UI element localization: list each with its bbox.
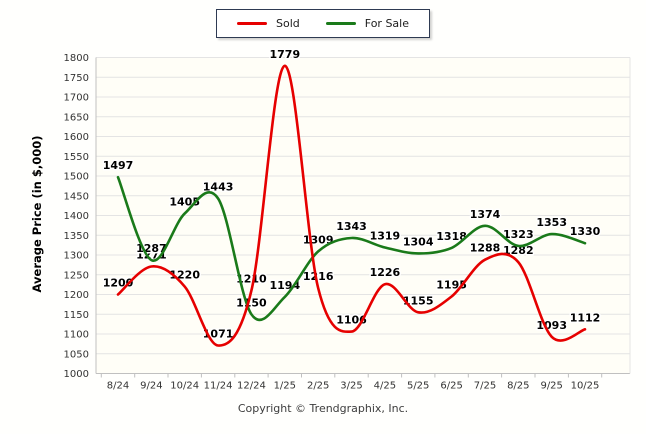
- data-label-sold: 1216: [303, 270, 334, 283]
- data-label-for-sale: 1497: [103, 159, 134, 172]
- x-tick-label: 5/25: [407, 381, 429, 392]
- x-tick-label: 2/25: [307, 381, 329, 392]
- x-tick-label: 3/25: [340, 381, 362, 392]
- data-label-for-sale: 1304: [403, 235, 434, 248]
- data-label-for-sale: 1353: [536, 216, 567, 229]
- x-tick-label: 9/24: [140, 381, 162, 392]
- copyright-text: Copyright © Trendgraphix, Inc.: [237, 402, 409, 415]
- y-tick-label: 1600: [64, 132, 89, 143]
- data-label-for-sale: 1150: [236, 296, 267, 309]
- data-label-sold: 1093: [536, 319, 567, 332]
- y-tick-label: 1700: [64, 93, 89, 104]
- sold-line: [116, 64, 587, 347]
- data-label-sold: 1288: [470, 242, 501, 255]
- x-tick-label: 11/24: [204, 381, 233, 392]
- data-label-sold: 1210: [236, 273, 267, 286]
- y-tick-label: 1450: [64, 191, 89, 202]
- data-label-for-sale: 1318: [436, 230, 467, 243]
- y-axis-title: Average Price (in $,000): [30, 135, 44, 293]
- y-tick-label: 1550: [64, 152, 89, 163]
- y-tick-label: 1500: [64, 172, 89, 183]
- x-tick-label: 9/25: [540, 381, 562, 392]
- y-tick-label: 1350: [64, 231, 89, 242]
- data-label-for-sale: 1319: [370, 230, 401, 243]
- legend-item-sold: Sold: [237, 17, 300, 30]
- y-tick-label: 1000: [64, 369, 89, 380]
- x-tick-label: 1/25: [274, 381, 296, 392]
- legend-line-swatch: [325, 22, 356, 25]
- chart-legend: Sold For Sale: [216, 9, 430, 38]
- legend-item-for-sale: For Sale: [325, 17, 409, 30]
- y-tick-label: 1200: [64, 290, 89, 301]
- data-label-for-sale: 1374: [470, 208, 501, 221]
- x-tick-label: 4/25: [374, 381, 396, 392]
- data-label-for-sale: 1343: [336, 220, 367, 233]
- data-label-for-sale: 1330: [570, 225, 601, 238]
- x-tick-label: 6/25: [440, 381, 462, 392]
- y-tick-label: 1250: [64, 270, 89, 281]
- y-tick-label: 1800: [64, 53, 89, 64]
- y-tick-label: 1300: [64, 251, 89, 262]
- y-tick-label: 1400: [64, 211, 89, 222]
- x-tick-label: 8/25: [507, 381, 529, 392]
- legend-label: For Sale: [364, 17, 409, 30]
- x-tick-label: 10/24: [170, 381, 199, 392]
- legend-line-swatch: [237, 22, 267, 25]
- x-tick-label: 8/24: [107, 381, 129, 392]
- x-tick-label: 7/25: [474, 381, 496, 392]
- data-label-sold: 1779: [269, 48, 300, 61]
- for-sale-line: [116, 175, 587, 322]
- x-tick-label: 12/24: [237, 381, 266, 392]
- y-tick-label: 1100: [64, 330, 89, 341]
- x-tick-label: 10/25: [571, 381, 600, 392]
- data-label-sold: 1112: [570, 311, 601, 324]
- y-tick-label: 1150: [64, 310, 89, 321]
- y-tick-label: 1650: [64, 112, 89, 123]
- y-tick-label: 1750: [64, 73, 89, 84]
- legend-label: Sold: [276, 17, 300, 30]
- data-label-sold: 1226: [370, 266, 401, 279]
- data-label-for-sale: 1323: [503, 228, 534, 241]
- data-label-for-sale: 1443: [203, 181, 234, 194]
- y-tick-label: 1050: [64, 349, 89, 360]
